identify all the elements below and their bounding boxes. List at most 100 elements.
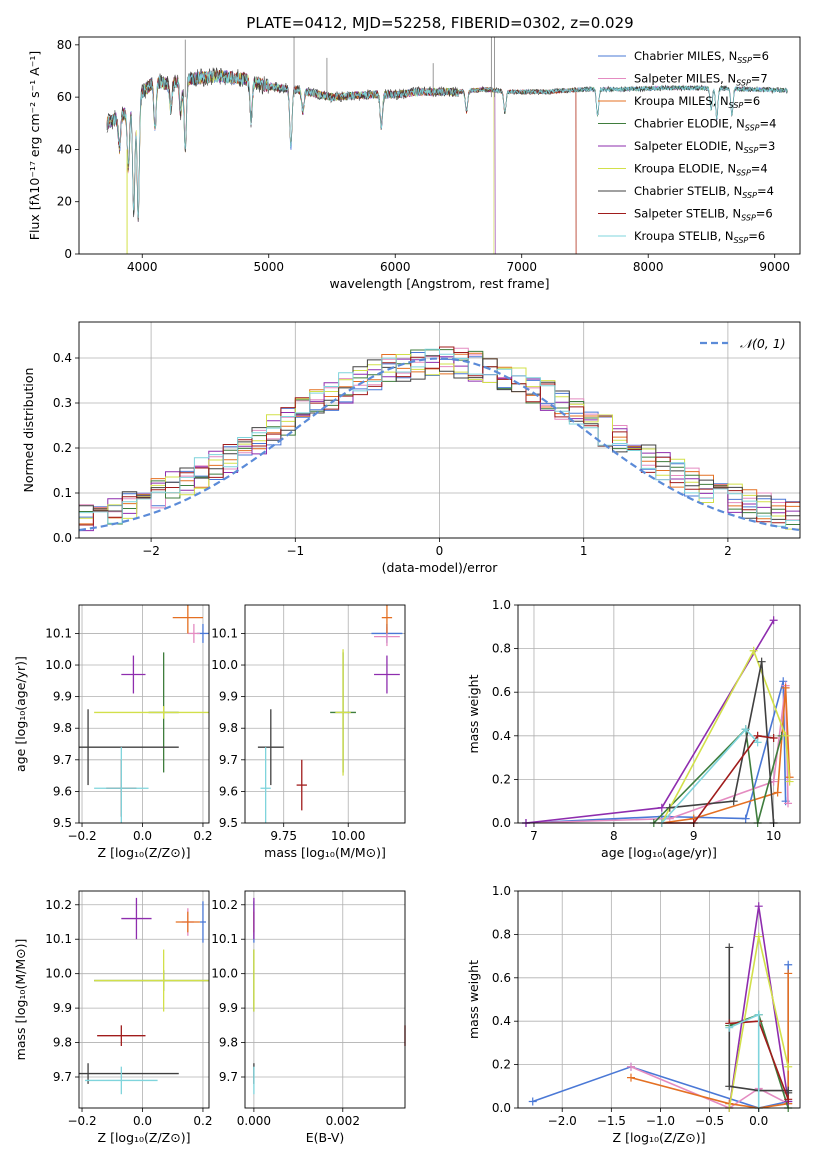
y-tick-label: 1.0 [492,598,511,612]
legend-label: Salpeter STELIB, NSSP=6 [634,207,773,223]
axes-frame [517,890,801,1109]
weight-marker [749,646,758,655]
y-tick-label: 0.2 [492,1058,511,1072]
weight-marker [741,814,750,823]
axes-frame [78,36,801,255]
weight-marker [665,803,674,812]
weight-marker [725,1023,734,1032]
spectrum-line [106,67,788,222]
age-vs-mass-plot: 9.75 10.00 9.5 9.6 9.7 9.8 9.9 10.0 10.1 mass [lo… [211,604,406,860]
weight-marker [769,733,778,742]
x-tick-label: 9 [690,829,698,843]
weight-marker [784,969,793,978]
y-tick-label: 10.1 [211,626,238,640]
x-tick-label: −2.0 [548,1114,577,1128]
y-tick-label: 10.0 [211,658,238,672]
x-tick-label: 0.000 [237,1114,271,1128]
x-tick-label: 8000 [633,260,664,274]
weight-vs-metallicity-plot: −2.0 −1.5 −1.0 −0.5 0.0 0.0 0.2 0.4 0.6 0.8 1.0 Z [… [466,884,801,1145]
y-tick-label: 0 [64,247,72,261]
x-tick-label: 0.2 [193,1114,212,1128]
x-tick-label: 0.0 [133,829,152,843]
weight-marker [779,677,788,686]
y-tick-label: 0.4 [492,729,511,743]
x-axis-label: E(B-V) [306,1130,345,1145]
x-axis-label: age [log₁₀(age/yr)] [601,845,717,860]
legend-label: Chabrier ELODIE, NSSP=4 [634,117,776,133]
weight-marker [784,799,793,808]
y-tick-label: 0.4 [53,351,72,365]
weight-marker [785,777,794,786]
y-tick-label: 9.9 [219,1001,238,1015]
weight-series [525,619,775,824]
x-tick-label: −0.2 [67,1114,96,1128]
y-tick-label: 9.7 [219,753,238,767]
x-tick-label: 1 [580,544,588,558]
y-tick-label: 9.5 [219,816,238,830]
legend-label: Salpeter MILES, NSSP=7 [634,72,768,88]
x-tick-label: −2 [142,544,160,558]
weight-marker [753,738,762,747]
age-vs-metallicity-plot: −0.2 0.0 0.2 9.5 9.6 9.7 9.8 9.9 10.0 10.1 Z [log₁… [13,604,213,860]
x-tick-label: −1.5 [597,1114,626,1128]
y-tick-label: 60 [57,90,72,104]
y-tick-label: 0.1 [53,486,72,500]
y-tick-label: 10.1 [45,932,72,946]
x-tick-label: −0.5 [695,1114,724,1128]
weight-marker [757,657,766,666]
legend-label: Kroupa STELIB, NSSP=6 [634,229,765,245]
weight-series [728,1013,760,1108]
weight-marker [784,1062,793,1071]
x-tick-label: 0.002 [326,1114,360,1128]
x-tick-label: 2 [724,544,732,558]
y-tick-label: 10.1 [45,626,72,640]
x-tick-label: 6000 [380,260,411,274]
y-tick-label: 9.6 [53,784,72,798]
x-tick-label: 10.00 [331,829,365,843]
spectrum-line [106,69,788,218]
y-tick-label: 9.9 [219,690,238,704]
y-tick-label: 9.5 [53,816,72,830]
weight-marker [741,725,750,734]
y-tick-label: 0.3 [53,396,72,410]
y-axis-label: age [log₁₀(age/yr)] [13,656,28,772]
weight-marker [754,1010,763,1019]
weight-marker [729,797,738,806]
y-tick-label: 10.1 [211,932,238,946]
axes-frame [244,604,406,824]
y-tick-label: 40 [57,142,72,156]
weight-series [630,1066,789,1109]
y-tick-label: 0.2 [53,441,72,455]
axes-frame [244,890,406,1109]
legend-label: Chabrier STELIB, NSSP=4 [634,184,774,200]
y-tick-label: 9.7 [53,753,72,767]
x-tick-label: 9.75 [270,829,297,843]
x-tick-label: 9000 [759,260,790,274]
y-tick-label: 10.0 [211,967,238,981]
x-tick-label: 0.0 [749,1114,768,1128]
x-tick-label: 7000 [506,260,537,274]
y-tick-label: 0.8 [492,642,511,656]
spectrum-legend: Chabrier MILES, NSSP=6 Salpeter MILES, NS… [598,49,776,245]
x-tick-label: −1 [286,544,304,558]
y-tick-label: 0.0 [53,531,72,545]
weight-series [661,648,791,824]
weight-marker [754,902,763,911]
weight-marker [626,1062,635,1071]
legend-label: Chabrier MILES, NSSP=6 [634,49,769,65]
axes-frame [78,890,210,1109]
weight-marker [754,932,763,941]
y-tick-label: 80 [57,38,72,52]
x-tick-label: 0.2 [193,829,212,843]
y-tick-label: 9.8 [219,721,238,735]
legend-label: Kroupa MILES, NSSP=6 [634,94,760,110]
weight-vs-age-plot: 7 8 9 10 0.0 0.2 0.4 0.6 0.8 1.0 age [log₁₀(age/yr… [466,598,801,860]
figure-title: PLATE=0412, MJD=52258, FIBERID=0302, z=0… [246,14,633,32]
y-tick-label: 9.8 [53,1036,72,1050]
y-tick-label: 10.2 [45,898,72,912]
weight-marker [528,1097,537,1106]
weight-marker [784,960,793,969]
y-tick-label: 20 [57,195,72,209]
weight-series [653,727,783,824]
x-axis-label: wavelength [Angstrom, rest frame] [329,276,549,291]
